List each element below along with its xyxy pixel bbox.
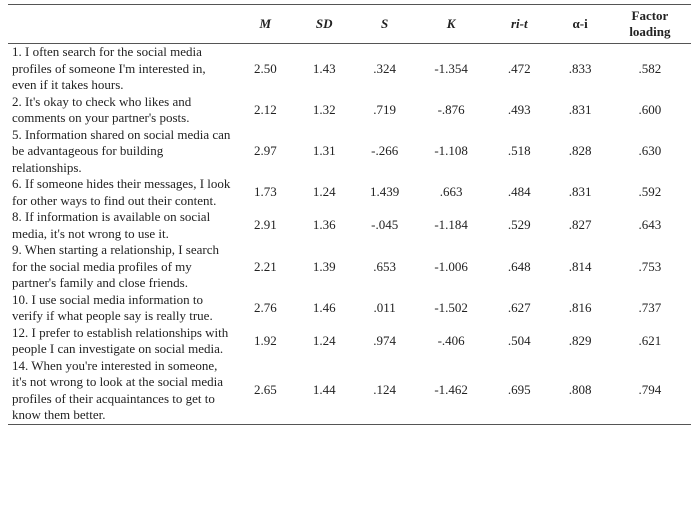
cell-value: 2.21	[253, 258, 277, 274]
cell-value: .663	[439, 184, 463, 200]
cell-value: .974	[373, 332, 397, 348]
cell-value: 1.24	[312, 184, 336, 200]
item-text: 12. I prefer to establish relationships …	[12, 324, 229, 357]
item-text: 2. It's okay to check who likes and comm…	[12, 93, 192, 126]
item-text: 10. I use social media information to ve…	[12, 291, 213, 324]
cell-value: 1.31	[312, 143, 336, 158]
column-header: S	[381, 15, 389, 31]
table-row: 8. If information is available on social…	[8, 209, 691, 242]
cell-value: .648	[507, 258, 531, 274]
column-header: K	[446, 15, 456, 31]
cell-value: -.045	[371, 217, 399, 233]
cell-value: 1.439	[370, 184, 400, 200]
table-row: 1. I often search for the social media p…	[8, 44, 691, 94]
item-text: 5. Information shared on social media ca…	[12, 126, 231, 175]
cell-value: 2.97	[253, 143, 277, 158]
cell-value: .794	[638, 382, 662, 398]
cell-value: 1.73	[253, 184, 277, 200]
cell-value: .627	[507, 299, 531, 315]
item-text: 1. I often search for the social media p…	[12, 44, 206, 92]
cell-value: 2.91	[253, 217, 277, 233]
cell-value: -1.184	[434, 217, 468, 233]
cell-value: .504	[507, 332, 531, 348]
cell-value: -.406	[437, 332, 465, 348]
column-header: M	[259, 15, 272, 31]
cell-value: -.266	[371, 143, 399, 158]
cell-value: .643	[638, 217, 662, 233]
cell-value: -1.354	[434, 60, 468, 76]
table-row: 9. When starting a relationship, I searc…	[8, 242, 691, 292]
cell-value: .600	[638, 101, 662, 117]
cell-value: 2.12	[253, 101, 277, 117]
cell-value: .816	[568, 299, 592, 315]
cell-value: .827	[568, 217, 592, 233]
cell-value: 2.65	[253, 382, 277, 398]
item-text: 6. If someone hides their messages, I lo…	[12, 176, 231, 208]
cell-value: .472	[507, 60, 531, 76]
cell-value: .828	[568, 143, 592, 158]
cell-value: 1.43	[312, 60, 336, 76]
cell-value: -.876	[437, 101, 465, 117]
cell-value: .653	[373, 258, 397, 274]
blank-header	[8, 5, 237, 44]
cell-value: .592	[638, 184, 662, 200]
cell-value: .529	[507, 217, 531, 233]
cell-value: .124	[373, 382, 397, 398]
column-header: Factor loading	[629, 7, 671, 40]
column-header: SD	[315, 15, 333, 31]
cell-value: .814	[568, 258, 592, 274]
table-row: 6. If someone hides their messages, I lo…	[8, 176, 691, 209]
table-row: 14. When you're interested in someone, i…	[8, 357, 691, 424]
table-row: 10. I use social media information to ve…	[8, 292, 691, 325]
item-text: 8. If information is available on social…	[12, 209, 211, 241]
column-header: ri-t	[510, 15, 528, 31]
cell-value: .621	[638, 332, 662, 348]
cell-value: .695	[507, 382, 531, 398]
cell-value: -1.502	[434, 299, 468, 315]
cell-value: .719	[373, 101, 397, 117]
cell-value: .630	[638, 143, 662, 158]
cell-value: .833	[568, 60, 592, 76]
cell-value: -1.462	[434, 382, 468, 398]
item-text: 9. When starting a relationship, I searc…	[12, 242, 219, 290]
cell-value: 1.32	[312, 101, 336, 117]
cell-value: .324	[373, 60, 397, 76]
table-body: 1. I often search for the social media p…	[8, 44, 691, 424]
cell-value: .011	[373, 299, 396, 315]
cell-value: .518	[507, 143, 531, 158]
cell-value: .582	[638, 60, 662, 76]
cell-value: 1.39	[312, 258, 336, 274]
table-row: 12. I prefer to establish relationships …	[8, 325, 691, 358]
cell-value: .493	[507, 101, 531, 117]
cell-value: 2.50	[253, 60, 277, 76]
cell-value: 1.44	[312, 382, 336, 398]
column-header: α-i	[572, 15, 588, 31]
cell-value: -1.006	[434, 258, 468, 274]
cell-value: .831	[568, 184, 592, 200]
cell-value: .829	[568, 332, 592, 348]
cell-value: 1.24	[312, 332, 336, 348]
table-row: 2. It's okay to check who likes and comm…	[8, 94, 691, 127]
cell-value: .808	[568, 382, 592, 398]
cell-value: .831	[568, 101, 592, 117]
cell-value: 1.36	[312, 217, 336, 233]
cell-value: .753	[638, 258, 662, 274]
cell-value: 2.76	[253, 299, 277, 315]
item-text: 14. When you're interested in someone, i…	[12, 357, 224, 423]
cell-value: -1.108	[434, 143, 468, 158]
cell-value: 1.46	[312, 299, 336, 315]
cell-value: 1.92	[253, 332, 277, 348]
cell-value: .484	[507, 184, 531, 200]
table-row: 5. Information shared on social media ca…	[8, 127, 691, 177]
cell-value: .737	[638, 299, 662, 315]
